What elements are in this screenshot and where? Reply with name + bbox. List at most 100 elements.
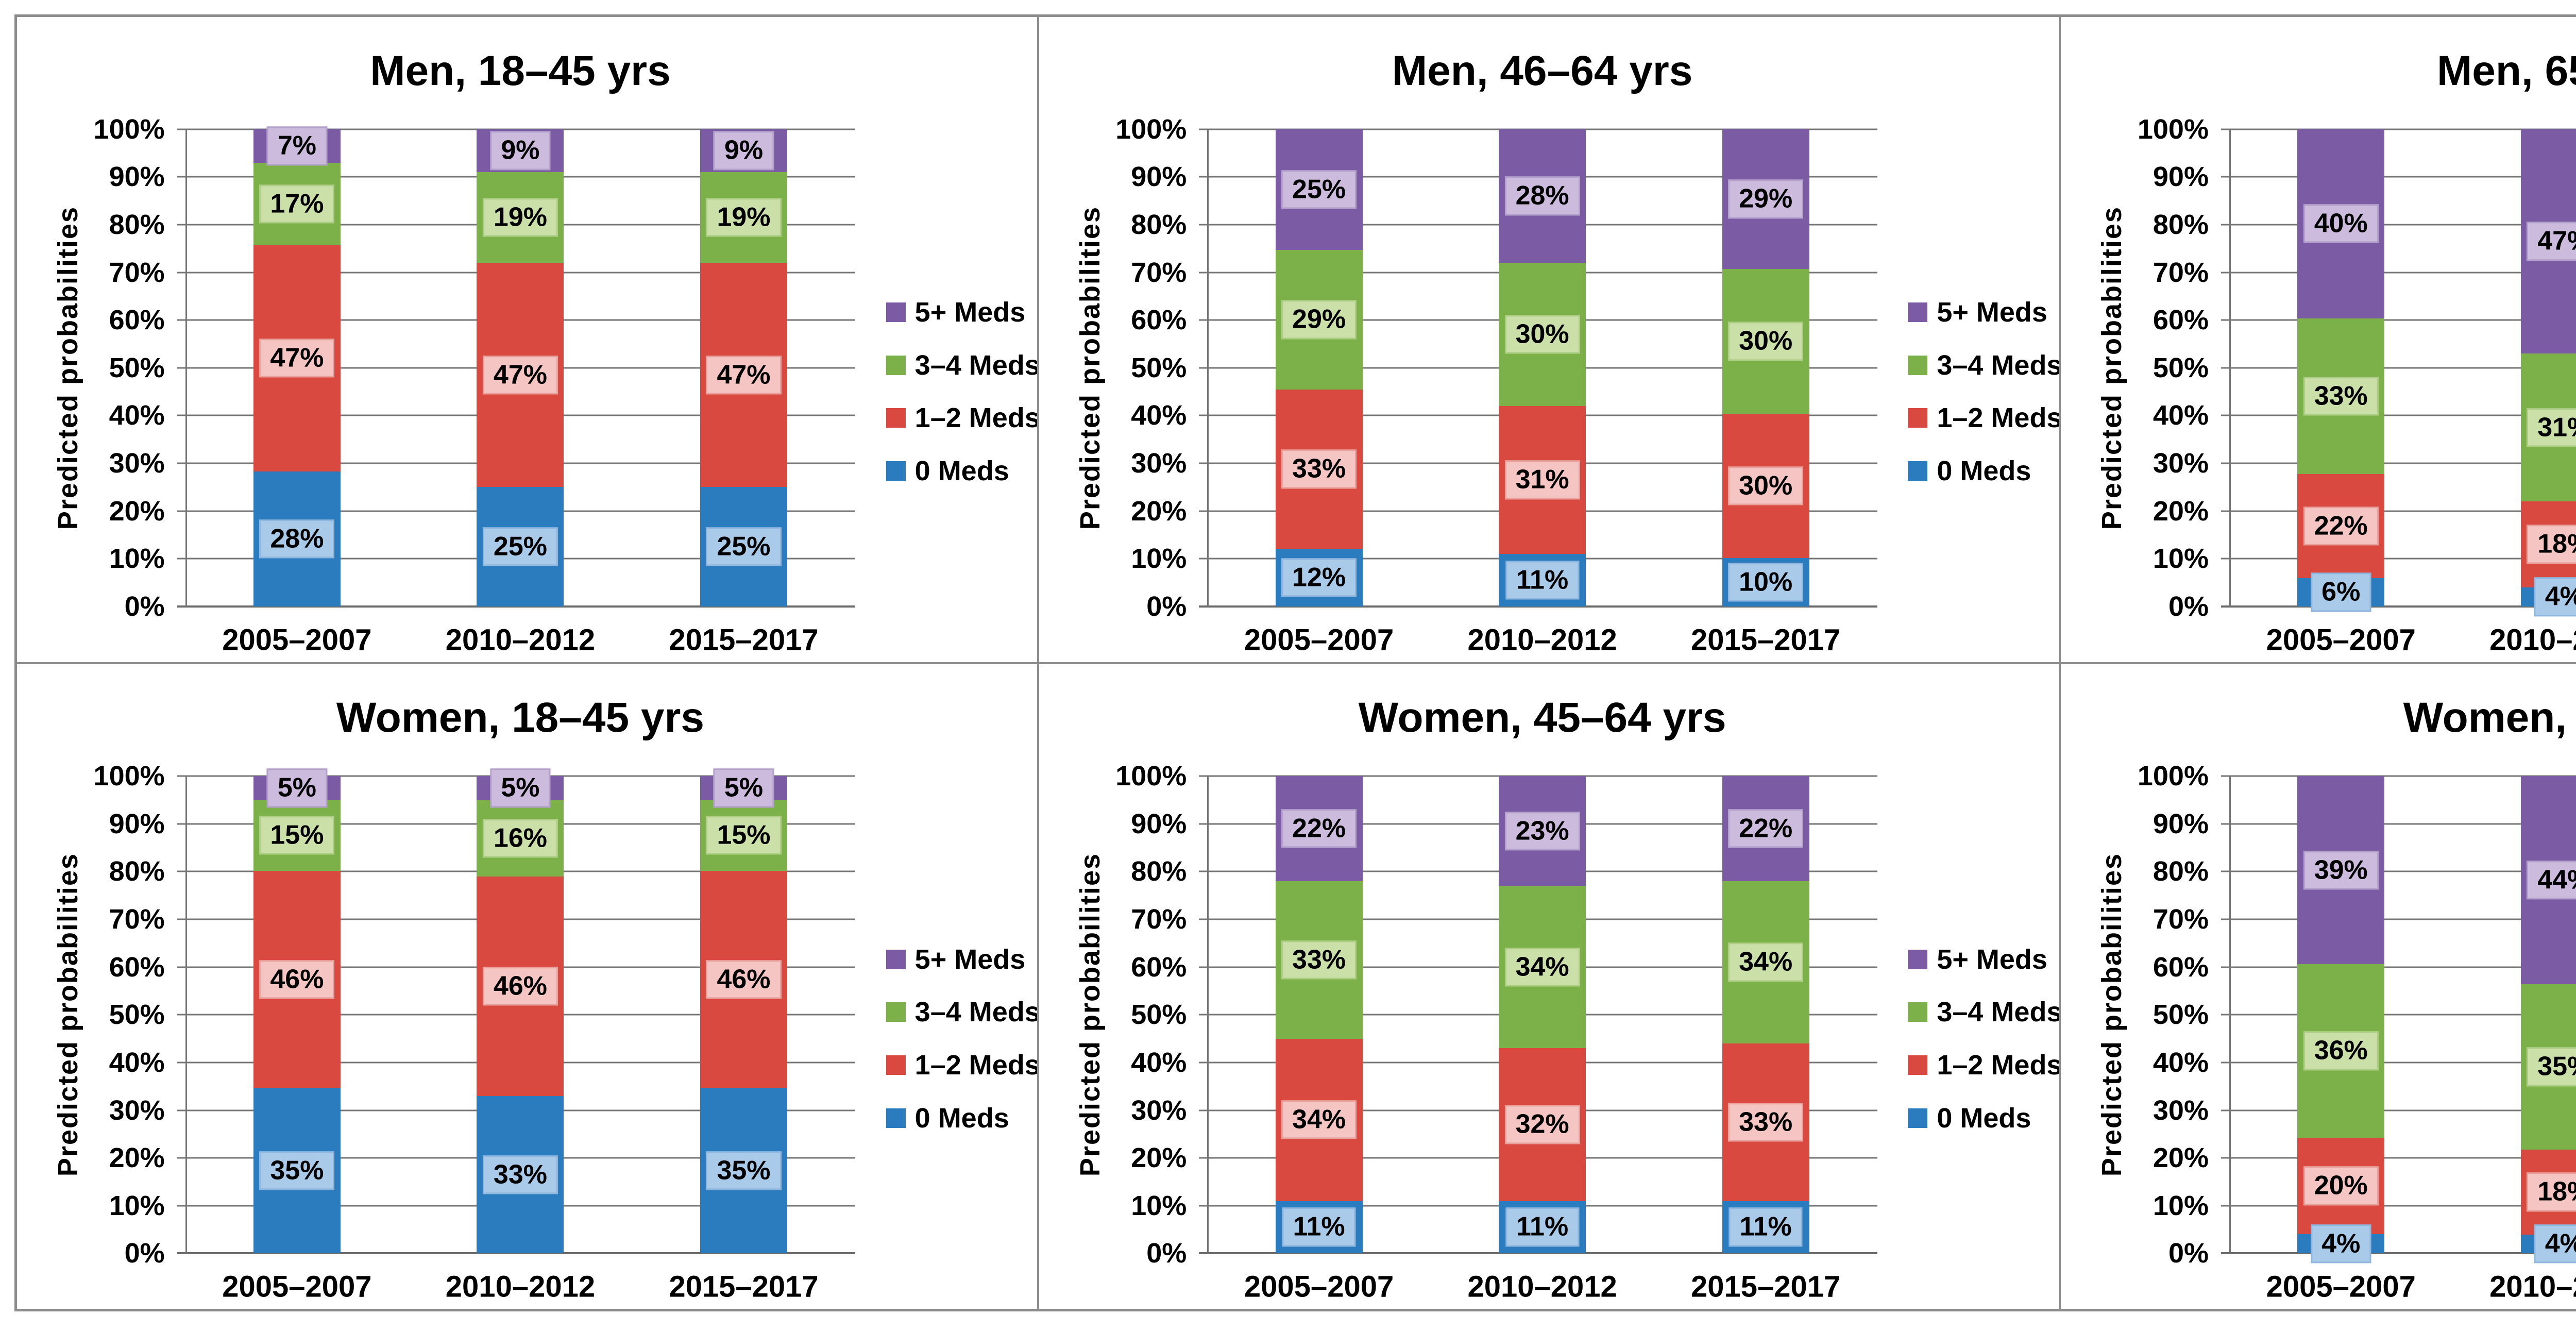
legend-item: 1–2 Meds xyxy=(886,402,1037,434)
legend-swatch-icon xyxy=(1908,1108,1928,1128)
legend-item-label: 1–2 Meds xyxy=(1937,1049,2059,1081)
chart-panel-3: Men, 65+ yrs Predicted probabilities 6% 22%… xyxy=(2061,17,2576,662)
data-label: 19% xyxy=(706,198,782,237)
gridline xyxy=(2221,1157,2576,1159)
x-tick-label: 2010–2012 xyxy=(2489,1270,2576,1304)
y-tick-label: 10% xyxy=(1131,1190,1187,1221)
y-tick-label: 0% xyxy=(124,1238,165,1269)
y-tick-label: 10% xyxy=(2153,543,2209,575)
y-tick-label: 30% xyxy=(2153,448,2209,479)
gridline xyxy=(2221,1205,2576,1207)
data-label: 25% xyxy=(482,527,558,566)
y-tick-label: 70% xyxy=(1131,904,1187,935)
legend-item-label: 0 Meds xyxy=(914,456,1009,487)
y-tick-label: 80% xyxy=(1131,856,1187,887)
gridline xyxy=(2221,367,2576,369)
y-axis-line xyxy=(1207,129,1209,606)
legend-swatch-icon xyxy=(1908,1055,1928,1075)
data-label: 22% xyxy=(1281,809,1357,848)
y-axis-title: Predicted probabilities xyxy=(52,853,83,1177)
panel-title: Men, 46–64 yrs xyxy=(1392,47,1693,94)
y-tick-label: 50% xyxy=(109,352,165,383)
x-tick-label: 2010–2012 xyxy=(1467,1270,1617,1304)
legend-item-label: 5+ Meds xyxy=(1937,297,2047,328)
gridline xyxy=(2221,224,2576,226)
gridline xyxy=(1199,128,1877,130)
legend-swatch-icon xyxy=(1908,355,1928,375)
y-tick-label: 70% xyxy=(109,904,165,935)
data-label: 11% xyxy=(1505,561,1580,600)
data-label: 20% xyxy=(2303,1166,2379,1206)
data-label: 23% xyxy=(1504,812,1580,851)
y-tick-label: 100% xyxy=(93,113,165,145)
data-label: 31% xyxy=(2527,408,2576,447)
y-tick-label: 40% xyxy=(1131,1047,1187,1078)
legend-item: 5+ Meds xyxy=(1908,296,2047,328)
panel-title: Men, 18–45 yrs xyxy=(370,47,671,94)
y-axis-title: Predicted probabilities xyxy=(1074,853,1106,1177)
legend-swatch-icon xyxy=(1908,461,1928,481)
y-tick-label: 10% xyxy=(109,543,165,575)
legend-swatch-icon xyxy=(886,302,906,323)
legend-item: 3–4 Meds xyxy=(1908,996,2059,1028)
x-tick-label: 2015–2017 xyxy=(1691,1270,1841,1304)
data-label: 9% xyxy=(713,131,774,171)
y-tick-label: 20% xyxy=(1131,1142,1187,1174)
legend-item-label: 3–4 Meds xyxy=(914,997,1037,1028)
gridline xyxy=(2221,272,2576,274)
data-label: 33% xyxy=(1281,940,1357,980)
legend-swatch-icon xyxy=(1908,949,1928,969)
y-tick-label: 30% xyxy=(1131,1094,1187,1126)
x-tick-label: 2005–2007 xyxy=(2266,623,2416,657)
y-tick-label: 20% xyxy=(2153,495,2209,527)
y-tick-label: 90% xyxy=(109,808,165,839)
data-label: 19% xyxy=(482,198,558,237)
legend-item: 1–2 Meds xyxy=(1908,402,2059,434)
data-label: 15% xyxy=(706,816,782,855)
gridline xyxy=(2221,775,2576,777)
y-tick-label: 80% xyxy=(1131,209,1187,240)
data-label: 44% xyxy=(2527,861,2576,900)
legend-item: 3–4 Meds xyxy=(886,996,1037,1028)
data-label: 5% xyxy=(490,768,551,808)
plot-area: 6%22%33%40%4%18%31%47%4%17%31%49% xyxy=(2221,128,2576,617)
panel-title: Women, 65+ yrs xyxy=(2403,694,2576,742)
medication-use-figure: Men, 18–45 yrs Predicted probabilities 28%… xyxy=(14,14,2576,1311)
y-tick-label: 50% xyxy=(1131,999,1187,1031)
data-label: 40% xyxy=(2303,204,2379,243)
y-tick-label: 30% xyxy=(2153,1094,2209,1126)
legend-swatch-icon xyxy=(1908,1002,1928,1022)
legend-item: 5+ Meds xyxy=(886,944,1025,975)
y-tick-label: 40% xyxy=(2153,1047,2209,1078)
gridline xyxy=(2221,414,2576,416)
y-tick-label: 100% xyxy=(93,761,165,792)
data-label: 47% xyxy=(482,356,558,395)
chart-panel-1: Men, 18–45 yrs Predicted probabilities 28%… xyxy=(17,17,1037,662)
y-tick-label: 20% xyxy=(2153,1142,2209,1174)
plot-area: 35% 46% 15% 5% 33% 46% 16% 5% 35% 46% 15% 5% xyxy=(177,768,856,1255)
y-tick-label: 100% xyxy=(2137,761,2209,792)
data-label: 4% xyxy=(2534,1224,2576,1263)
legend-item: 0 Meds xyxy=(886,455,1009,487)
y-tick-label: 10% xyxy=(2153,1190,2209,1221)
gridline xyxy=(2221,918,2576,920)
data-label: 28% xyxy=(1504,176,1580,216)
data-label: 15% xyxy=(259,816,335,855)
y-axis-line xyxy=(185,129,187,606)
data-label: 17% xyxy=(259,184,335,224)
gridline xyxy=(2221,462,2576,464)
data-label: 31% xyxy=(1504,460,1580,500)
plot-area: 12% 33% 29% 25% 11% 31% 30% 28% 10% 30% 30% 29% xyxy=(1199,128,1877,608)
legend-swatch-icon xyxy=(1908,408,1928,428)
y-tick-label: 50% xyxy=(2153,352,2209,383)
data-label: 33% xyxy=(482,1155,558,1194)
legend-item: 1–2 Meds xyxy=(1908,1049,2059,1081)
y-tick-label: 90% xyxy=(1131,808,1187,839)
y-tick-label: 80% xyxy=(2153,209,2209,240)
data-label: 46% xyxy=(482,967,558,1006)
y-tick-label: 70% xyxy=(2153,257,2209,288)
y-tick-label: 0% xyxy=(1146,1238,1187,1269)
y-tick-label: 90% xyxy=(109,161,165,193)
y-tick-label: 80% xyxy=(109,209,165,240)
data-label: 39% xyxy=(2303,850,2379,890)
